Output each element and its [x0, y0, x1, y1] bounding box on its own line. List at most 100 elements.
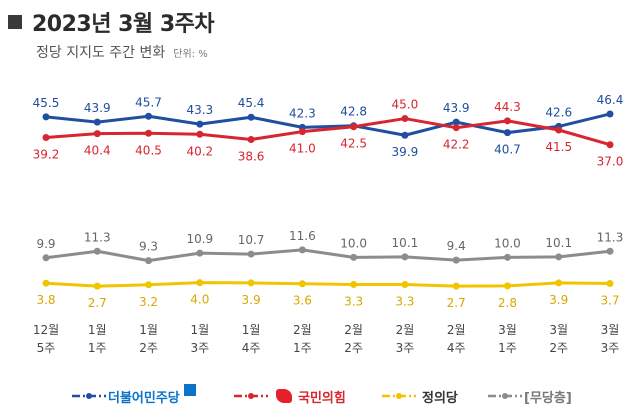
- point-democratic-2: [145, 112, 153, 120]
- point-independent-8: [452, 256, 460, 264]
- x-tick-month-3: 1월: [190, 323, 209, 337]
- point-justice-0: [42, 279, 50, 287]
- data-label-democratic-8: 43.9: [443, 101, 470, 115]
- x-tick-week-3: 3주: [190, 341, 209, 355]
- point-independent-2: [145, 257, 153, 265]
- legend-democratic-label: 더불어민주당: [108, 390, 180, 406]
- data-label-justice-7: 3.3: [395, 295, 414, 309]
- x-tick-week-10: 2주: [549, 341, 568, 355]
- data-label-ppp-8: 42.2: [443, 138, 470, 152]
- point-ppp-7: [401, 115, 409, 123]
- x-tick-month-7: 2월: [396, 323, 415, 337]
- data-label-ppp-1: 40.4: [84, 144, 111, 158]
- legend-democratic-line-icon: [72, 393, 106, 399]
- subtitle-row: 정당 지지도 주간 변화 단위: %: [36, 42, 208, 62]
- series-line-independent: [45, 248, 611, 263]
- legend: 더불어민주당 국민의힘 정의당 [무당층]: [0, 384, 640, 412]
- x-tick-week-2: 2주: [139, 341, 158, 355]
- data-label-independent-3: 10.9: [186, 232, 213, 246]
- point-independent-7: [401, 253, 409, 261]
- point-democratic-3: [196, 120, 204, 128]
- point-ppp-6: [350, 123, 358, 131]
- data-label-ppp-6: 42.5: [340, 137, 367, 151]
- data-label-justice-11: 3.7: [600, 293, 619, 307]
- point-independent-3: [196, 249, 204, 257]
- x-tick-month-2: 1월: [139, 323, 158, 337]
- point-justice-1: [93, 282, 101, 290]
- point-ppp-8: [452, 124, 460, 132]
- point-democratic-1: [93, 118, 101, 126]
- data-label-ppp-9: 44.3: [494, 100, 521, 114]
- legend-independent-label: [무당층]: [524, 390, 572, 406]
- point-justice-9: [503, 282, 511, 290]
- point-ppp-2: [145, 129, 153, 137]
- x-tick-month-0: 12월: [33, 323, 59, 337]
- point-justice-5: [298, 280, 306, 288]
- data-label-ppp-7: 45.0: [392, 98, 419, 112]
- data-label-independent-1: 11.3: [84, 230, 111, 244]
- point-democratic-4: [247, 113, 255, 121]
- x-tick-month-9: 3월: [498, 323, 517, 337]
- point-independent-0: [42, 254, 50, 262]
- x-tick-month-10: 3월: [549, 323, 568, 337]
- data-label-democratic-5: 42.3: [289, 106, 316, 120]
- point-ppp-4: [247, 135, 255, 143]
- legend-democratic: 더불어민주당: [70, 384, 196, 408]
- ppp-logo-icon: [276, 389, 292, 403]
- legend-ppp-label: 국민의힘: [298, 390, 346, 406]
- data-label-independent-11: 11.3: [597, 230, 624, 244]
- x-tick-month-4: 1월: [242, 323, 261, 337]
- x-tick-week-6: 2주: [344, 341, 363, 355]
- data-label-independent-4: 10.7: [238, 233, 265, 247]
- unit-label: 단위: %: [173, 49, 208, 60]
- legend-ppp-line-icon: [234, 393, 268, 399]
- data-label-democratic-11: 46.4: [597, 93, 624, 107]
- x-tick-week-9: 1주: [498, 341, 517, 355]
- data-label-justice-8: 2.7: [447, 296, 466, 310]
- chart-title: 2023년 3월 3주차: [32, 12, 215, 37]
- legend-justice: 정의당: [380, 384, 458, 408]
- x-tick-week-7: 3주: [396, 341, 415, 355]
- data-label-democratic-6: 42.8: [340, 105, 367, 119]
- point-ppp-11: [606, 141, 614, 149]
- data-label-democratic-4: 45.4: [238, 96, 265, 110]
- point-independent-9: [503, 253, 511, 261]
- data-label-justice-6: 3.3: [344, 295, 363, 309]
- data-label-ppp-10: 41.5: [545, 140, 572, 154]
- x-tick-month-6: 2월: [344, 323, 363, 337]
- point-independent-1: [93, 247, 101, 255]
- x-tick-week-8: 4주: [447, 341, 466, 355]
- data-label-independent-2: 9.3: [139, 240, 158, 254]
- data-label-ppp-5: 41.0: [289, 142, 316, 156]
- point-justice-7: [401, 281, 409, 289]
- point-democratic-0: [42, 113, 50, 121]
- data-label-independent-7: 10.1: [392, 236, 419, 250]
- data-label-democratic-9: 40.7: [494, 143, 521, 157]
- data-label-independent-0: 9.9: [36, 237, 55, 251]
- point-justice-2: [145, 281, 153, 289]
- point-independent-11: [606, 247, 614, 255]
- data-label-democratic-0: 45.5: [33, 96, 60, 110]
- data-label-democratic-3: 43.3: [186, 103, 213, 117]
- x-tick-month-5: 2월: [293, 323, 312, 337]
- data-label-justice-9: 2.8: [498, 296, 517, 310]
- title-row: 2023년 3월 3주차: [8, 6, 215, 38]
- data-label-independent-8: 9.4: [447, 239, 466, 253]
- legend-independent-line-icon: [488, 393, 522, 399]
- data-label-democratic-7: 39.9: [392, 145, 419, 159]
- data-label-ppp-4: 38.6: [238, 149, 265, 163]
- point-democratic-7: [401, 131, 409, 139]
- point-independent-4: [247, 250, 255, 258]
- point-ppp-5: [298, 128, 306, 136]
- x-tick-month-11: 3월: [601, 323, 620, 337]
- point-ppp-1: [93, 130, 101, 138]
- data-label-justice-5: 3.6: [293, 294, 312, 308]
- point-ppp-3: [196, 130, 204, 138]
- legend-ppp: 국민의힘: [232, 384, 346, 408]
- data-label-justice-3: 4.0: [190, 293, 209, 307]
- data-label-justice-1: 2.7: [88, 296, 107, 310]
- point-democratic-8: [452, 118, 460, 126]
- data-label-democratic-2: 45.7: [135, 95, 162, 109]
- point-democratic-11: [606, 110, 614, 118]
- data-label-justice-10: 3.9: [549, 293, 568, 307]
